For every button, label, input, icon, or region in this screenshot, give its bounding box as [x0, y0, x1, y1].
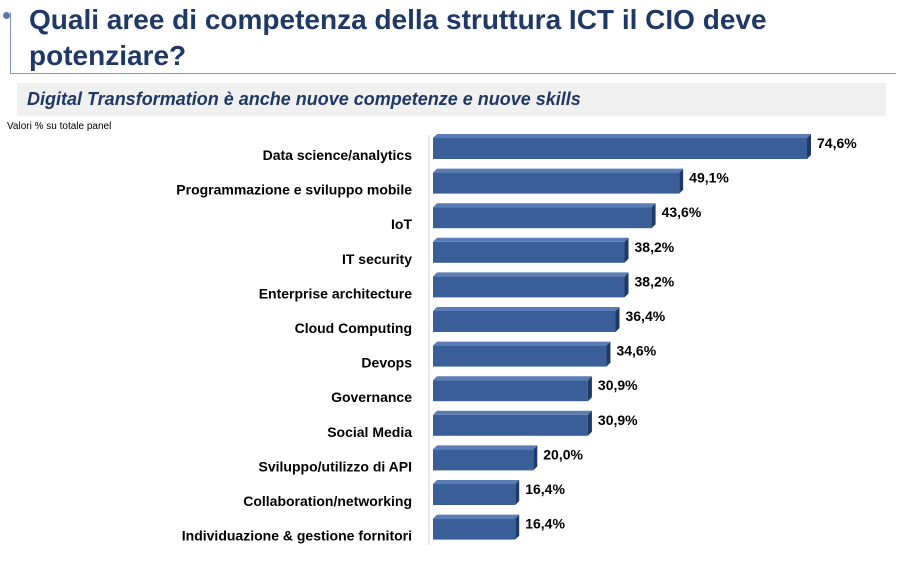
bar-top: [433, 376, 592, 381]
subtitle-banner: Digital Transformation è anche nuove com…: [17, 83, 886, 116]
bar: [433, 207, 652, 229]
bar: [433, 311, 616, 332]
bar-side: [615, 307, 620, 332]
bar-side: [679, 168, 684, 194]
bar-group: [433, 341, 611, 367]
bar-group: [433, 168, 684, 194]
title-bullet-icon: [3, 12, 10, 19]
bar: [433, 414, 588, 436]
bar: [433, 345, 607, 367]
value-label: 36,4%: [625, 308, 665, 324]
bar-top: [433, 410, 592, 415]
bar-side: [807, 134, 811, 159]
value-label: 16,4%: [525, 481, 565, 497]
category-label: IT security: [342, 251, 412, 267]
title-area: Quali aree di competenza della struttura…: [0, 0, 900, 74]
bar: [433, 241, 625, 263]
value-label: 38,2%: [635, 239, 675, 255]
category-label: Social Media: [327, 424, 412, 440]
value-label: 43,6%: [662, 204, 702, 220]
category-label: Collaboration/networking: [243, 493, 412, 509]
bar-side: [606, 341, 611, 367]
bar: [433, 380, 588, 402]
value-label: 30,9%: [598, 377, 638, 393]
bar: [433, 484, 516, 505]
panel-note: Valori % su totale panel: [7, 121, 112, 132]
bar: [433, 518, 516, 540]
category-label: Enterprise architecture: [259, 285, 412, 301]
bar-group: [433, 203, 656, 229]
bar-group: [433, 480, 520, 505]
bar-group: [433, 376, 592, 402]
bar-group: [433, 237, 629, 263]
bar-group: [433, 514, 520, 540]
bar: [433, 172, 680, 194]
bar-top: [433, 237, 629, 242]
bar-side: [533, 445, 538, 471]
bar-top: [433, 514, 520, 519]
bar-top: [433, 203, 656, 208]
category-label: IoT: [391, 216, 412, 232]
bar-group: [433, 307, 620, 332]
bar-side: [515, 514, 520, 540]
bar: [433, 138, 807, 159]
bar-side: [587, 410, 592, 436]
value-label: 34,6%: [616, 343, 656, 359]
category-label: Data science/analytics: [263, 147, 413, 163]
bar-top: [433, 307, 620, 311]
category-label: Governance: [331, 389, 412, 405]
value-label: 74,6%: [817, 135, 857, 151]
bar: [433, 276, 625, 298]
bar-top: [433, 341, 611, 346]
bar-top: [433, 272, 629, 277]
category-label: Sviluppo/utilizzo di API: [259, 458, 412, 474]
bar-side: [624, 237, 629, 263]
category-label: Programmazione e sviluppo mobile: [176, 182, 412, 198]
value-label: 16,4%: [525, 516, 565, 532]
bar-top: [433, 480, 520, 484]
bar-side: [587, 376, 592, 402]
bar: [433, 449, 534, 471]
bar-side: [651, 203, 656, 229]
bar-top: [433, 445, 538, 450]
bar-top: [433, 168, 684, 173]
page-title: Quali aree di competenza della struttura…: [29, 4, 767, 71]
bar-group: [433, 445, 538, 471]
value-label: 20,0%: [543, 446, 583, 462]
title-vertical-rule: [10, 12, 11, 74]
subtitle: Digital Transformation è anche nuove com…: [27, 89, 581, 109]
bar-group: [433, 410, 592, 436]
category-label: Cloud Computing: [295, 320, 412, 336]
category-label: Devops: [361, 355, 412, 371]
bar-top: [433, 134, 811, 138]
bar-side: [624, 272, 629, 298]
bar-group: [433, 272, 629, 298]
bar-chart: 74,6% Data science/analytics 49,1% Programm…: [176, 134, 857, 545]
value-label: 38,2%: [635, 273, 675, 289]
title-horizontal-rule: [10, 73, 896, 74]
bar-side: [515, 480, 520, 505]
value-label: 30,9%: [598, 412, 638, 428]
value-label: 49,1%: [689, 170, 729, 186]
bar-group: [433, 134, 811, 159]
category-label: Individuazione & gestione fornitori: [182, 528, 412, 544]
